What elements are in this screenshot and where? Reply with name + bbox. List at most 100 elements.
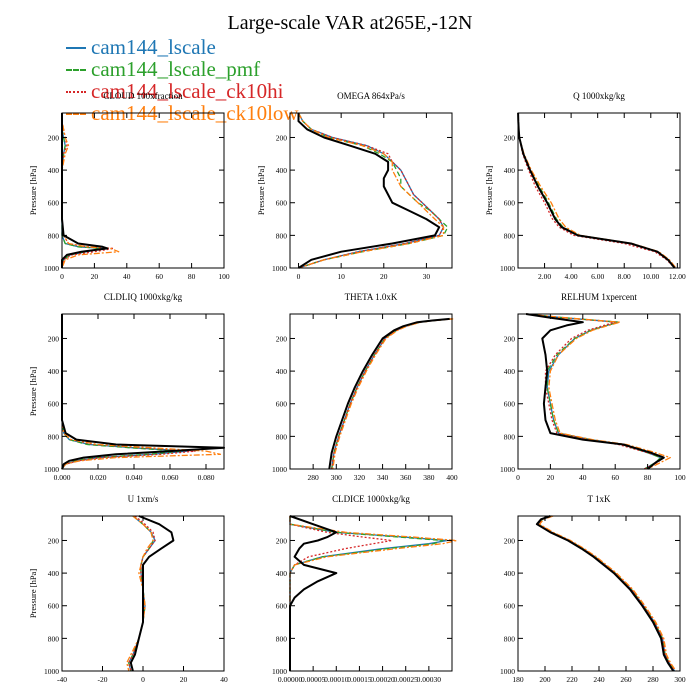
y-tick-label: 600 <box>48 602 60 611</box>
y-tick-label: 200 <box>276 133 288 142</box>
y-tick-label: 800 <box>504 231 516 240</box>
y-tick-label: 200 <box>276 334 288 343</box>
series-line <box>537 515 676 672</box>
x-tick-label: -40 <box>57 675 67 684</box>
x-tick-label: 0 <box>60 272 64 281</box>
panel-title: U 1xm/s <box>128 494 159 504</box>
y-tick-label: 600 <box>504 199 516 208</box>
y-axis-label: Pressure [hPa] <box>256 166 266 216</box>
x-tick-label: 100 <box>218 272 230 281</box>
y-tick-label: 1000 <box>500 667 515 676</box>
panel-4: 0.000 0.020 0.040 0.060 0.080 200 400 600 800 100… <box>28 292 225 482</box>
y-tick-label: 1000 <box>44 667 59 676</box>
y-axis-label: Pressure [hPa] <box>28 367 38 417</box>
plot-frame <box>289 313 453 470</box>
series-line <box>332 318 454 470</box>
y-tick-label: 200 <box>48 536 60 545</box>
y-tick-label: 200 <box>48 334 60 343</box>
x-tick-label: 60 <box>155 272 163 281</box>
panel-1: 0 20 40 60 80 100 200 400 600 800 1000 CLOUD 100xfr… <box>28 91 230 281</box>
legend-swatch <box>66 91 86 93</box>
y-tick-label: 800 <box>276 231 288 240</box>
y-axis-label: Pressure [hPa] <box>484 166 494 216</box>
plot-frame <box>517 313 681 470</box>
y-tick-label: 600 <box>48 400 60 409</box>
series-line <box>297 113 441 269</box>
x-tick-label: 260 <box>620 675 632 684</box>
x-tick-label: 20 <box>547 473 555 482</box>
x-tick-label: 100 <box>674 473 686 482</box>
y-tick-label: 200 <box>504 133 516 142</box>
panel-title: CLOUD 100xfraction <box>103 91 183 101</box>
series-line <box>526 313 662 470</box>
legend-label: cam144_lscale_ck10hi <box>91 79 284 103</box>
panel-5: 280 300 320 340 360 380 400 200 400 600 800 1000 THE… <box>272 292 458 482</box>
y-tick-label: 1000 <box>44 264 59 273</box>
y-tick-label: 400 <box>504 166 516 175</box>
series-line <box>538 515 677 672</box>
series-line <box>128 515 156 672</box>
y-tick-label: 400 <box>504 569 516 578</box>
x-tick-label: 340 <box>377 473 389 482</box>
series-line <box>289 515 338 671</box>
series-line <box>289 516 458 671</box>
series-line <box>331 318 453 470</box>
x-tick-label: 380 <box>423 473 435 482</box>
x-tick-label: 0.00020 <box>370 675 395 684</box>
y-tick-label: 400 <box>276 569 288 578</box>
plot-frame <box>61 313 225 470</box>
x-tick-label: 10 <box>337 272 345 281</box>
x-tick-label: 12.00 <box>669 272 686 281</box>
x-tick-label: 20 <box>180 675 188 684</box>
y-tick-label: 200 <box>48 133 60 142</box>
series-line <box>526 313 671 470</box>
y-tick-label: 600 <box>48 199 60 208</box>
panel-title: RELHUM 1xpercent <box>561 292 637 302</box>
x-tick-label: 240 <box>593 675 605 684</box>
series-line <box>289 516 449 671</box>
legend-swatch <box>66 69 86 71</box>
page-title: Large-scale VAR at265E,-12N <box>227 12 473 34</box>
y-tick-label: 600 <box>276 400 288 409</box>
x-tick-label: 280 <box>647 675 659 684</box>
x-tick-label: 320 <box>354 473 366 482</box>
panel-3: 2.00 4.00 6.00 8.00 10.00 12.00 200 400 600 800 10… <box>484 91 686 281</box>
series-line <box>289 516 393 671</box>
x-tick-label: 0.080 <box>198 473 215 482</box>
plot-frame <box>517 515 681 672</box>
x-tick-label: 10.00 <box>642 272 659 281</box>
y-tick-label: 800 <box>48 432 60 441</box>
x-tick-label: 40 <box>579 473 587 482</box>
x-tick-label: 4.00 <box>565 272 578 281</box>
y-tick-label: 400 <box>504 367 516 376</box>
plot-frame <box>289 112 453 269</box>
series-line <box>289 516 444 671</box>
x-tick-label: 0.020 <box>90 473 107 482</box>
y-tick-label: 800 <box>276 634 288 643</box>
y-axis-label: Pressure [hPa] <box>28 166 38 216</box>
series-line <box>128 515 154 672</box>
series-line <box>328 317 450 470</box>
series-line <box>517 112 676 269</box>
x-tick-label: 0.00030 <box>417 675 442 684</box>
x-tick-label: 360 <box>400 473 412 482</box>
panel-title: T 1xK <box>587 494 611 504</box>
y-tick-label: 600 <box>504 602 516 611</box>
x-tick-label: 0.00025 <box>394 675 419 684</box>
series-line <box>537 515 676 672</box>
panel-9: 180 200 220 240 260 280 300 200 400 600 800 1000 T 1… <box>500 494 686 684</box>
plot-frame <box>61 112 225 269</box>
y-tick-label: 200 <box>504 334 516 343</box>
y-tick-label: 1000 <box>500 264 515 273</box>
y-tick-label: 200 <box>504 536 516 545</box>
y-tick-label: 1000 <box>44 465 59 474</box>
y-tick-label: 800 <box>48 634 60 643</box>
y-tick-label: 400 <box>48 367 60 376</box>
series-line <box>126 515 154 672</box>
x-tick-label: 8.00 <box>618 272 631 281</box>
series-line <box>61 314 222 470</box>
y-tick-label: 1000 <box>272 465 287 474</box>
x-tick-label: 0 <box>141 675 145 684</box>
legend-swatch <box>66 113 86 115</box>
